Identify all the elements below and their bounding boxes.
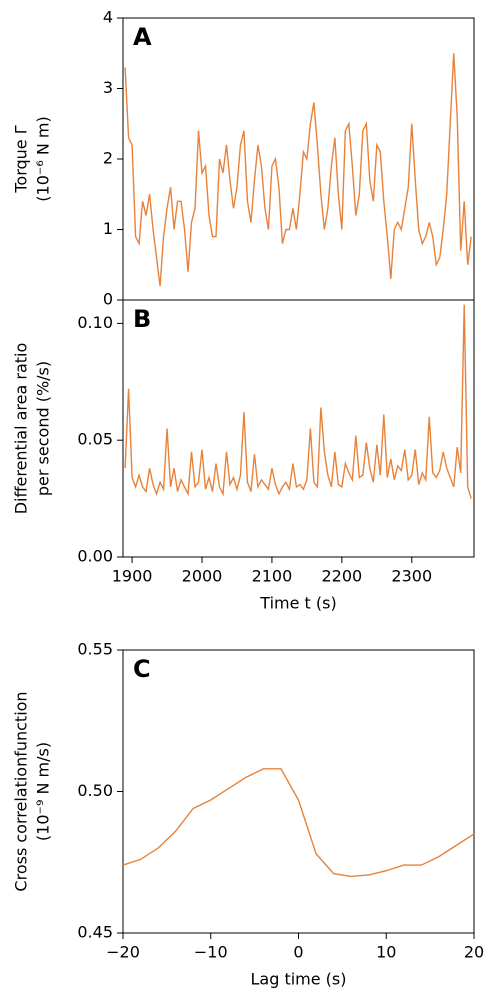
x-axis-label: Lag time (s): [250, 970, 346, 989]
x-tick-label: 2100: [252, 567, 293, 586]
x-tick-label: 1900: [112, 567, 153, 586]
data-line: [124, 53, 472, 286]
y-tick-label: 0: [103, 290, 113, 309]
x-tick-label: 2000: [182, 567, 223, 586]
y-tick-label: 0.00: [77, 547, 113, 566]
y-tick-label: 0.50: [77, 781, 113, 800]
y-tick-label: 4: [103, 8, 113, 27]
y-axis-label: Differential area ratio: [12, 343, 31, 515]
panel-label: B: [133, 305, 151, 333]
axes-frame: [122, 299, 475, 558]
y-axis-label: per second (%/s): [34, 361, 53, 496]
y-axis-label: Torque Γ: [12, 125, 31, 193]
y-tick-label: 0.55: [77, 640, 113, 659]
y-axis-label: (10⁻⁹ N m/s): [34, 742, 53, 841]
x-tick-label: −20: [106, 943, 140, 962]
y-axis-label: (10⁻⁶ N m): [34, 116, 53, 201]
data-line: [124, 304, 472, 499]
y-tick-label: 0.45: [77, 923, 113, 942]
y-tick-label: 3: [103, 78, 113, 97]
axes-frame: [122, 649, 475, 934]
panel-label: C: [133, 655, 151, 683]
x-tick-label: 0: [293, 943, 303, 962]
data-line: [122, 768, 475, 878]
x-tick-label: 20: [464, 943, 484, 962]
x-tick-label: 2300: [391, 567, 432, 586]
panel-label: A: [133, 23, 152, 51]
x-axis-label: Time t (s): [259, 594, 336, 613]
x-tick-label: 2200: [321, 567, 362, 586]
axes-frame: [122, 17, 475, 301]
y-axis-label: Cross correlationfunction: [12, 691, 31, 891]
y-tick-label: 0.10: [77, 313, 113, 332]
y-tick-label: 1: [103, 219, 113, 238]
y-tick-label: 0.05: [77, 430, 113, 449]
x-tick-label: −10: [194, 943, 228, 962]
y-tick-label: 2: [103, 149, 113, 168]
x-tick-label: 10: [376, 943, 396, 962]
